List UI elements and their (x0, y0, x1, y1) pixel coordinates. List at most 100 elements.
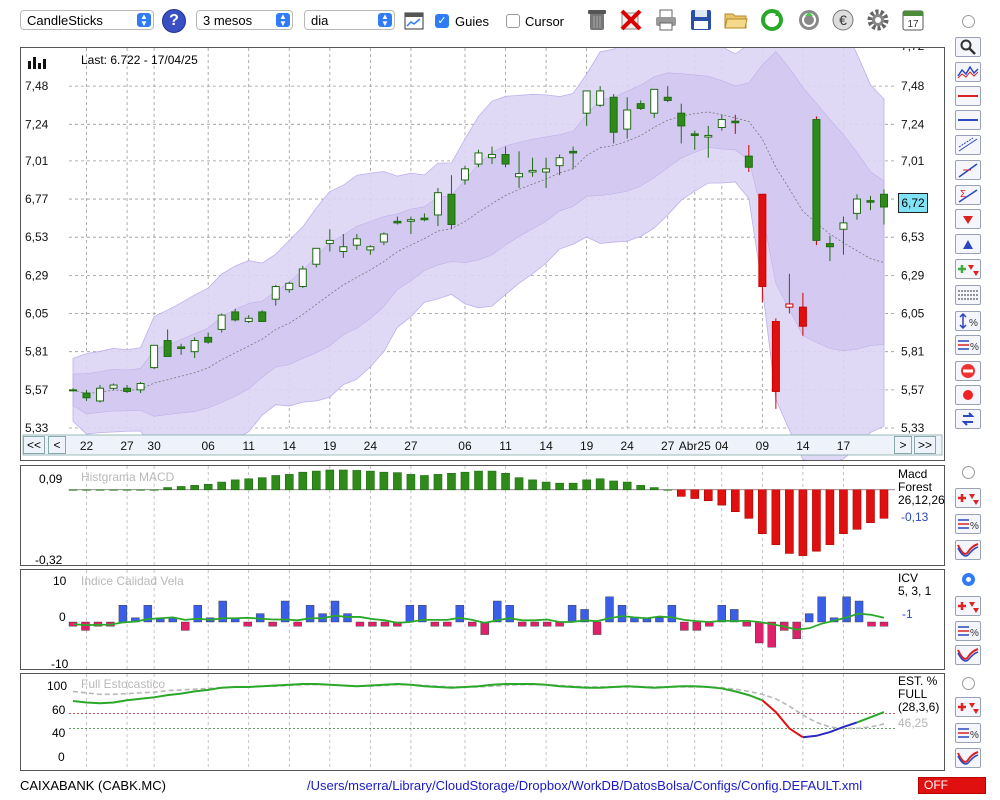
stoch-name: EST. % (898, 674, 938, 688)
candle (690, 130, 699, 150)
save-button[interactable] (688, 7, 714, 33)
lines-percent-icon: % (958, 626, 979, 639)
arrow-down-tool-button[interactable] (955, 209, 981, 229)
macd-bar (879, 489, 889, 519)
y-axis-label-left: 5,57 (25, 383, 49, 397)
gear-icon (867, 9, 889, 31)
channel-tool-button[interactable] (955, 135, 981, 155)
nav-next-button[interactable]: > (894, 436, 912, 454)
y-axis-label-right: 7,24 (901, 117, 925, 131)
candle (352, 234, 361, 250)
candle-body (163, 340, 172, 357)
chart-window-button[interactable] (401, 8, 427, 34)
candle (501, 146, 510, 168)
euro-button[interactable]: € (830, 7, 856, 33)
sigma-icon: Σ (958, 189, 978, 203)
horizontal-blue-line-button[interactable] (955, 110, 981, 130)
stochastic-panel[interactable]: Full Estocastico 100 60 40 0 EST. % FULL… (20, 673, 945, 771)
x-axis-label: 24 (621, 439, 635, 453)
candle-body (542, 168, 551, 173)
macd-bar (595, 478, 605, 491)
candle (190, 337, 199, 359)
macd-signals-button[interactable] (955, 488, 981, 508)
refresh-button[interactable] (759, 7, 785, 33)
price-line-tool-button[interactable] (955, 62, 981, 82)
gear-button[interactable] (865, 7, 891, 33)
macd-bar (717, 489, 727, 506)
buy-sell-tool-button[interactable] (955, 259, 981, 279)
macd-bar (82, 489, 91, 491)
macd-radio[interactable] (962, 466, 975, 479)
icv-signals-button[interactable] (955, 596, 981, 616)
swap-button[interactable] (955, 409, 981, 429)
y-axis-label-left: 5,33 (25, 421, 49, 435)
macd-bar (866, 489, 875, 523)
stoch-k-line (72, 682, 763, 705)
config-path-link[interactable]: /Users/mserra/Library/CloudStorage/Dropb… (307, 778, 863, 793)
trendline-tool-button[interactable] (955, 160, 981, 180)
macd-bar (68, 489, 78, 491)
record-button[interactable] (955, 385, 981, 405)
no-entry-icon (961, 364, 975, 378)
lines-percent-button[interactable]: % (955, 335, 981, 355)
candle (731, 114, 740, 134)
interval-select[interactable]: dia ▲ ▼ (304, 10, 395, 30)
nav-first-button[interactable]: << (23, 436, 45, 454)
wave-icon (957, 751, 979, 765)
candle (528, 157, 537, 177)
macd-bar (541, 481, 551, 491)
candle (460, 165, 469, 185)
candle (433, 187, 442, 227)
icv-bar (455, 605, 464, 623)
cursor-checkbox[interactable] (506, 14, 520, 28)
macd-bar (203, 483, 213, 491)
grid-lines-button[interactable] (955, 285, 981, 305)
open-folder-icon (724, 13, 748, 29)
macd-bar (636, 485, 646, 491)
range-percent-button[interactable]: % (955, 311, 981, 331)
no-entry-button[interactable] (955, 361, 981, 381)
open-folder-button[interactable] (723, 7, 749, 33)
icv-bar (755, 621, 764, 644)
delete-button[interactable] (618, 7, 644, 33)
calendar-button[interactable]: 17 (900, 7, 926, 33)
candle-body (852, 198, 861, 214)
candle-body (433, 192, 442, 216)
sigma-tool-button[interactable]: Σ (955, 185, 981, 205)
arrow-up-tool-button[interactable] (955, 234, 981, 254)
stoch-radio[interactable] (962, 677, 975, 690)
icv-bar (680, 621, 689, 631)
chart-type-select[interactable]: CandleSticks ▲ ▼ (20, 10, 154, 30)
trash-button[interactable] (584, 7, 610, 33)
guides-checkbox[interactable]: ✓ (435, 14, 449, 28)
icv-bar (380, 621, 390, 627)
stoch-lines-percent-button[interactable]: % (955, 723, 981, 743)
stoch-signals-button[interactable] (955, 697, 981, 717)
stoch-title: Full Estocastico (81, 677, 166, 691)
macd-panel[interactable]: Histgrama MACD 0,09 -0,32 Macd Forest 26… (20, 465, 945, 567)
help-button[interactable]: ? (162, 9, 186, 33)
icv-radio[interactable] (962, 573, 975, 586)
print-button[interactable] (653, 7, 679, 33)
sync-button[interactable] (796, 7, 822, 33)
nav-prev-button[interactable]: < (48, 436, 66, 454)
nav-last-button[interactable]: >> (914, 436, 936, 454)
period-select[interactable]: 3 mesos ▲ ▼ (196, 10, 293, 30)
save-icon (691, 10, 711, 30)
horizontal-red-line-button[interactable] (955, 86, 981, 106)
x-axis-label: 19 (323, 439, 337, 453)
macd-wave-button[interactable] (955, 540, 981, 560)
macd-bar (352, 470, 362, 491)
status-badge[interactable]: OFF (918, 777, 986, 794)
stoch-wave-button[interactable] (955, 748, 981, 768)
macd-lines-percent-button[interactable]: % (955, 514, 981, 534)
zoom-tool-button[interactable] (955, 37, 981, 57)
icv-wave-button[interactable] (955, 645, 981, 665)
icv-bar (193, 605, 202, 623)
icv-lines-percent-button[interactable]: % (955, 621, 981, 641)
price-chart-panel[interactable]: 7,487,487,247,247,017,016,776,776,536,53… (20, 47, 945, 461)
main-chart-radio[interactable] (962, 15, 975, 28)
icv-bar (854, 600, 864, 623)
chart-window-icon (404, 12, 424, 30)
icv-panel[interactable]: Indice Calidad Vela 10 0 -10 ICV 5, 3, 1… (20, 569, 945, 671)
